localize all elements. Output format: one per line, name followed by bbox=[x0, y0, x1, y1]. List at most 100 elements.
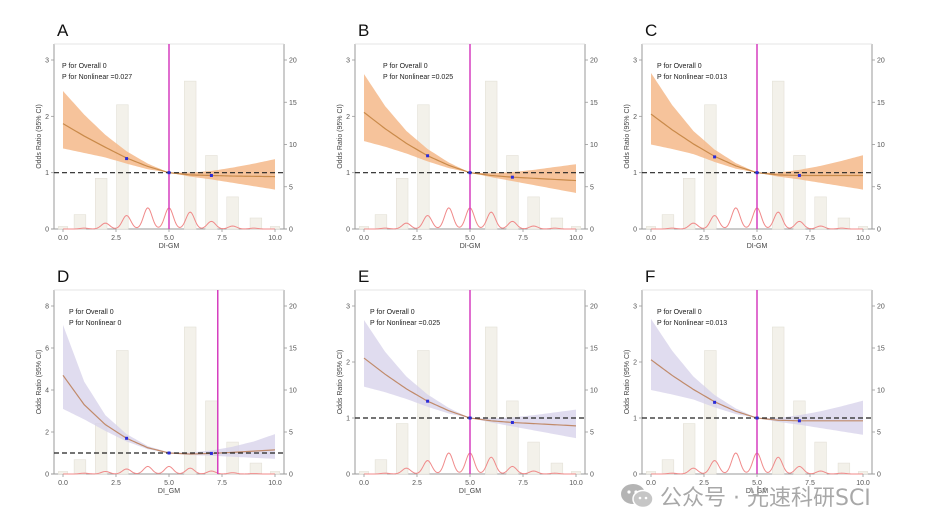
histogram-bar bbox=[661, 214, 675, 230]
y2-tick-label: 15 bbox=[590, 100, 598, 107]
panel-letter: A bbox=[57, 21, 69, 40]
ci-band bbox=[651, 72, 863, 190]
histogram-bar bbox=[793, 155, 806, 230]
y-axis-title: Odds Ratio (95% CI) bbox=[624, 104, 631, 169]
knot-point bbox=[713, 400, 717, 404]
p-value-annotation: P for Overall 0 bbox=[657, 63, 702, 70]
histogram-bar bbox=[396, 178, 409, 230]
p-value-annotation: P for Nonlinear =0.027 bbox=[62, 74, 132, 81]
panel-d: D 0.0 2.5 5.0 7.5 10.0 0 2 4 6 8 0 5 10 15 20 DI_GM Odds … bbox=[36, 267, 297, 495]
y-tick-label: 3 bbox=[633, 304, 637, 311]
y-tick-label: 2 bbox=[633, 114, 637, 121]
y-tick-label: 1 bbox=[346, 416, 350, 423]
y2-tick-label: 0 bbox=[289, 472, 293, 479]
histogram-bar bbox=[417, 104, 430, 230]
x-tick-label: 5.0 bbox=[752, 480, 762, 487]
knot-point bbox=[426, 154, 430, 158]
histogram-bar bbox=[95, 178, 108, 230]
x-tick-label: 0.0 bbox=[646, 235, 656, 242]
x-tick-label: 5.0 bbox=[164, 480, 174, 487]
knot-point bbox=[209, 173, 213, 177]
y2-tick-label: 15 bbox=[590, 346, 598, 353]
ci-band bbox=[651, 318, 863, 435]
ci-band bbox=[364, 320, 576, 439]
histogram-bar bbox=[527, 441, 540, 475]
x-tick-label: 0.0 bbox=[58, 480, 68, 487]
y2-tick-label: 10 bbox=[877, 142, 885, 149]
p-value-annotation: P for Nonlinear =0.013 bbox=[657, 320, 727, 327]
histogram-bar bbox=[205, 155, 218, 230]
histogram-bar bbox=[837, 217, 851, 230]
histogram-bar bbox=[116, 350, 129, 475]
y-tick-label: 1 bbox=[633, 170, 637, 177]
p-value-annotation: P for Overall 0 bbox=[657, 309, 702, 316]
histogram-bar bbox=[506, 400, 519, 475]
y-tick-label: 2 bbox=[633, 360, 637, 367]
histogram-bar bbox=[73, 459, 87, 475]
histogram-bar bbox=[550, 462, 564, 475]
y-tick-label: 6 bbox=[45, 346, 49, 353]
p-value-annotation: P for Nonlinear =0.025 bbox=[370, 320, 440, 327]
y2-tick-label: 20 bbox=[877, 304, 885, 311]
p-value-annotation: P for Nonlinear 0 bbox=[69, 320, 122, 327]
watermark: 公众号 · 光速科研SCI bbox=[620, 478, 871, 514]
density-curve bbox=[63, 465, 275, 475]
histogram-bar bbox=[249, 462, 263, 475]
y-tick-label: 0 bbox=[633, 472, 637, 479]
histogram-bar bbox=[73, 214, 87, 230]
y2-tick-label: 20 bbox=[590, 304, 598, 311]
p-value-annotation: P for Overall 0 bbox=[69, 309, 114, 316]
y-tick-label: 0 bbox=[346, 227, 350, 234]
knot-point bbox=[510, 175, 514, 179]
knot-point bbox=[167, 451, 171, 455]
knot-point bbox=[468, 171, 472, 175]
panel-letter: E bbox=[358, 267, 369, 286]
x-tick-label: 7.5 bbox=[217, 235, 227, 242]
panel-a: A 0.0 2.5 5.0 7.5 10.0 0 1 2 3 0 5 10 15 20 DI-GM Odds R… bbox=[36, 21, 297, 250]
histogram-bar bbox=[205, 400, 218, 475]
y-tick-label: 1 bbox=[45, 170, 49, 177]
panel-letter: F bbox=[645, 267, 655, 286]
knot-point bbox=[713, 155, 717, 159]
x-tick-label: 0.0 bbox=[58, 235, 68, 242]
y-tick-label: 2 bbox=[45, 114, 49, 121]
histogram-bar bbox=[249, 217, 263, 230]
knot-point bbox=[510, 420, 514, 424]
x-axis-title: DI-GM bbox=[460, 243, 481, 250]
panel-b: B 0.0 2.5 5.0 7.5 10.0 0 1 2 3 0 5 10 15 20 DI-GM Odds R… bbox=[337, 21, 598, 250]
histogram-bar bbox=[226, 196, 239, 230]
histogram-bar bbox=[226, 441, 239, 475]
panel-letter: C bbox=[645, 21, 657, 40]
histogram-bar bbox=[374, 214, 388, 230]
watermark-text: 公众号 · 光速科研SCI bbox=[660, 486, 871, 511]
y-tick-label: 2 bbox=[346, 114, 350, 121]
x-tick-label: 7.5 bbox=[518, 480, 528, 487]
y-axis-title: Odds Ratio (95% CI) bbox=[36, 350, 43, 415]
y-tick-label: 8 bbox=[45, 304, 49, 311]
y-tick-label: 3 bbox=[45, 58, 49, 65]
x-tick-label: 7.5 bbox=[217, 480, 227, 487]
y2-tick-label: 20 bbox=[289, 58, 297, 65]
y2-tick-label: 20 bbox=[289, 304, 297, 311]
y2-tick-label: 10 bbox=[590, 388, 598, 395]
ci-band bbox=[63, 324, 275, 459]
histogram-bar bbox=[704, 350, 717, 475]
y-tick-label: 4 bbox=[45, 388, 49, 395]
y2-tick-label: 5 bbox=[590, 430, 594, 437]
y-tick-label: 2 bbox=[346, 360, 350, 367]
x-tick-label: 2.5 bbox=[699, 480, 709, 487]
y2-tick-label: 15 bbox=[877, 346, 885, 353]
x-tick-label: 7.5 bbox=[805, 480, 815, 487]
histogram-bar bbox=[772, 326, 785, 475]
histogram-bar bbox=[417, 350, 430, 475]
knot-point bbox=[797, 173, 801, 177]
y-tick-label: 0 bbox=[633, 227, 637, 234]
x-axis-title: DI_GM bbox=[459, 488, 481, 495]
knot-point bbox=[797, 419, 801, 423]
wechat-icon bbox=[621, 484, 654, 509]
x-tick-label: 7.5 bbox=[518, 235, 528, 242]
x-tick-label: 0.0 bbox=[359, 480, 369, 487]
panel-letter: B bbox=[358, 21, 369, 40]
x-tick-label: 2.5 bbox=[412, 235, 422, 242]
